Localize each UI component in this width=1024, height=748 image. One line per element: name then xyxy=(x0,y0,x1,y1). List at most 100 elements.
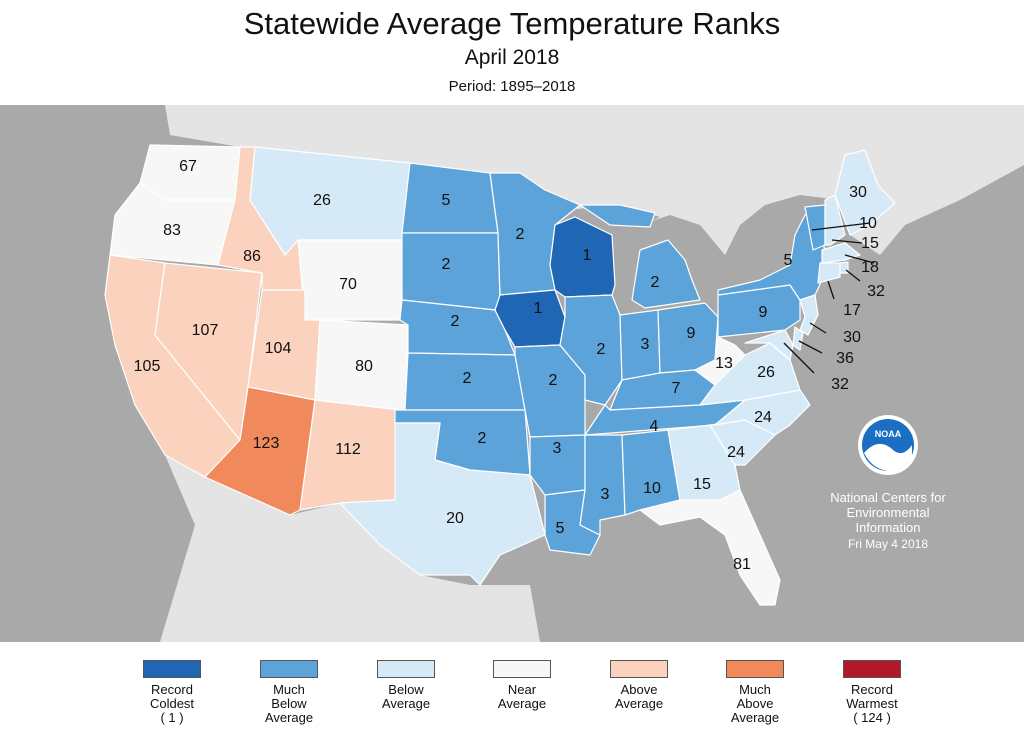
legend-item-record-coldest: Record Coldest ( 1 ) xyxy=(117,660,227,725)
legend-label: Record Warmest ( 124 ) xyxy=(846,682,898,725)
rank-me: 30 xyxy=(849,184,867,201)
legend-label: Record Coldest ( 1 ) xyxy=(149,682,195,725)
rank-mt: 26 xyxy=(313,192,331,209)
rank-or: 83 xyxy=(163,222,181,239)
rank-tx: 20 xyxy=(446,510,464,527)
state-wv[interactable] xyxy=(694,336,746,386)
rank-de: 36 xyxy=(836,350,854,367)
rank-pa: 9 xyxy=(759,304,768,321)
map-title: Statewide Average Temperature Ranks xyxy=(243,6,781,41)
map-subtitle: April 2018 xyxy=(464,46,560,69)
state-sd[interactable] xyxy=(401,232,501,311)
rank-ct: 17 xyxy=(843,302,861,319)
state-de[interactable] xyxy=(792,326,804,351)
rank-ny: 5 xyxy=(784,252,793,269)
state-nj[interactable] xyxy=(799,294,819,336)
rank-fl: 81 xyxy=(733,556,751,573)
lake-huron xyxy=(668,240,710,275)
leader-nj xyxy=(809,322,827,334)
legend-item-much-below: Much Below Average xyxy=(234,660,344,725)
legend-swatch xyxy=(726,660,784,678)
state-mi[interactable] xyxy=(579,204,701,309)
rank-labels: 67 83 105 107 86 26 70 104 80 123 112 5 … xyxy=(134,158,885,573)
rank-sd: 2 xyxy=(442,256,451,273)
state-md[interactable] xyxy=(744,329,794,361)
rank-la: 5 xyxy=(556,520,565,537)
rank-ms: 3 xyxy=(601,486,610,503)
legend-swatch xyxy=(377,660,435,678)
rank-mn: 2 xyxy=(516,226,525,243)
rank-wv: 13 xyxy=(715,355,733,372)
state-tx[interactable] xyxy=(339,422,546,586)
leader-ri xyxy=(845,269,861,282)
legend-swatch xyxy=(843,660,901,678)
rank-mo: 2 xyxy=(549,372,558,389)
rank-al: 10 xyxy=(643,480,661,497)
legend-swatch xyxy=(143,660,201,678)
leader-md xyxy=(783,342,815,374)
noaa-credit-line3: Information xyxy=(855,520,920,535)
rank-sc: 24 xyxy=(727,444,745,461)
rank-nc: 24 xyxy=(754,409,772,426)
rank-ga: 15 xyxy=(693,476,711,493)
rank-ks: 2 xyxy=(463,370,472,387)
rank-ma: 18 xyxy=(861,259,879,276)
rank-co: 80 xyxy=(355,358,373,375)
legend-label: Near Average xyxy=(497,682,547,711)
legend-item-record-warmest: Record Warmest ( 124 ) xyxy=(817,660,927,725)
map-period: Period: 1895–2018 xyxy=(448,78,576,95)
leader-ct xyxy=(827,280,835,300)
canada-land xyxy=(165,105,1024,255)
states-layer xyxy=(104,144,896,606)
rank-oh: 9 xyxy=(687,325,696,342)
noaa-logo-label: NOAA xyxy=(875,429,902,439)
rank-nh: 15 xyxy=(861,235,879,252)
noaa-credit-line1: National Centers for xyxy=(830,490,946,505)
rank-in: 3 xyxy=(641,336,650,353)
leader-nh xyxy=(831,239,863,244)
rank-ky: 7 xyxy=(672,380,681,397)
map-area: 67 83 105 107 86 26 70 104 80 123 112 5 … xyxy=(0,105,1024,642)
rank-ok: 2 xyxy=(478,430,487,447)
legend-swatch xyxy=(260,660,318,678)
state-il[interactable] xyxy=(559,294,623,406)
rank-ut: 104 xyxy=(265,340,292,357)
leader-vt xyxy=(811,222,871,231)
state-ct[interactable] xyxy=(817,262,841,284)
rank-vt: 10 xyxy=(859,215,877,232)
legend-label: Much Above Average xyxy=(730,682,780,725)
legend-item-above: Above Average xyxy=(584,660,694,711)
rank-nv: 107 xyxy=(192,322,219,339)
leader-lines xyxy=(783,222,875,374)
mexico-land xyxy=(160,455,540,642)
rank-ia: 1 xyxy=(534,300,543,317)
noaa-logo: NOAA xyxy=(858,415,918,475)
rank-nj: 30 xyxy=(843,329,861,346)
legend-swatch xyxy=(493,660,551,678)
leader-ma xyxy=(844,254,875,264)
rank-ne: 2 xyxy=(451,313,460,330)
rank-ca: 105 xyxy=(134,358,161,375)
rank-nm: 112 xyxy=(335,441,361,458)
rank-wi: 1 xyxy=(583,247,592,264)
rank-az: 123 xyxy=(253,435,280,452)
rank-tn: 4 xyxy=(650,418,659,435)
rank-ri: 32 xyxy=(867,283,885,300)
legend: Record Coldest ( 1 ) Much Below Average … xyxy=(0,652,1024,748)
rank-ar: 3 xyxy=(553,440,562,457)
rank-wa: 67 xyxy=(179,158,197,175)
state-me[interactable] xyxy=(834,149,896,236)
state-fl[interactable] xyxy=(639,489,781,606)
noaa-credit-date: Fri May 4 2018 xyxy=(848,537,928,551)
legend-label: Much Below Average xyxy=(264,682,314,725)
rank-md: 32 xyxy=(831,376,849,393)
legend-item-much-above: Much Above Average xyxy=(700,660,810,725)
rank-wy: 70 xyxy=(339,276,357,293)
leader-de xyxy=(798,340,823,354)
legend-swatch xyxy=(610,660,668,678)
legend-item-below: Below Average xyxy=(351,660,461,711)
rank-va: 26 xyxy=(757,364,775,381)
legend-label: Below Average xyxy=(381,682,431,711)
rank-nd: 5 xyxy=(442,192,451,209)
rank-id: 86 xyxy=(243,248,261,265)
